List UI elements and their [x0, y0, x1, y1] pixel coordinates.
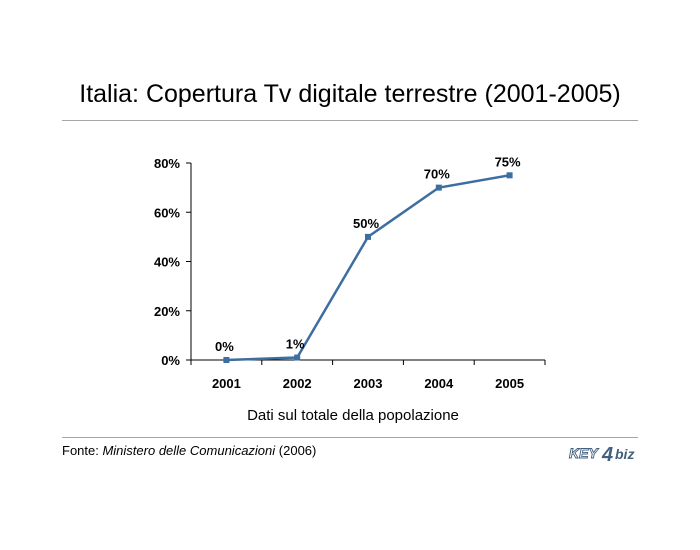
logo-biz-text: biz	[615, 446, 634, 462]
y-tick-label: 60%	[154, 205, 180, 220]
key4biz-logo: KEY 4 biz	[569, 444, 635, 464]
source-name: Ministero delle Comunicazioni	[102, 443, 276, 458]
data-point	[435, 184, 442, 191]
series-line	[226, 174, 510, 362]
y-tick-label: 0%	[161, 353, 180, 368]
chart-axes	[190, 163, 545, 361]
source-note: Fonte: Ministero delle Comunicazioni (20…	[62, 443, 316, 458]
data-label: 70%	[424, 167, 450, 182]
y-axis-ticks: 0% 20% 40% 60% 80%	[154, 156, 191, 368]
x-axis-label: Dati sul totale della popolazione	[247, 407, 459, 424]
x-tick-label: 2002	[283, 376, 312, 391]
data-point	[365, 233, 371, 240]
series-points	[223, 172, 513, 363]
x-tick-label: 2003	[354, 376, 383, 391]
data-point	[294, 354, 301, 361]
y-tick-label: 40%	[154, 255, 180, 270]
logo-key-text: KEY	[569, 445, 599, 461]
chart-title: Italia: Copertura Tv digitale terrestre …	[79, 80, 621, 108]
data-label: 0%	[215, 339, 234, 354]
y-tick-label: 20%	[154, 304, 180, 319]
logo-four-glyph: 4	[601, 444, 613, 464]
data-point	[506, 172, 513, 179]
x-axis-ticks: 2001 2002 2003 2004 2005	[190, 360, 546, 391]
data-labels: 0% 1% 50% 70% 75%	[215, 154, 521, 354]
data-label: 75%	[495, 154, 521, 169]
data-label: 50%	[353, 216, 379, 231]
y-tick-label: 80%	[154, 156, 180, 171]
data-point	[223, 357, 230, 363]
x-tick-label: 2005	[495, 376, 524, 391]
data-label: 1%	[286, 337, 305, 352]
source-prefix: Fonte:	[62, 443, 103, 458]
footer-divider	[62, 437, 638, 438]
source-year: (2006)	[275, 443, 317, 458]
x-tick-label: 2001	[212, 376, 241, 391]
x-tick-label: 2004	[424, 376, 454, 391]
title-divider	[62, 120, 638, 121]
